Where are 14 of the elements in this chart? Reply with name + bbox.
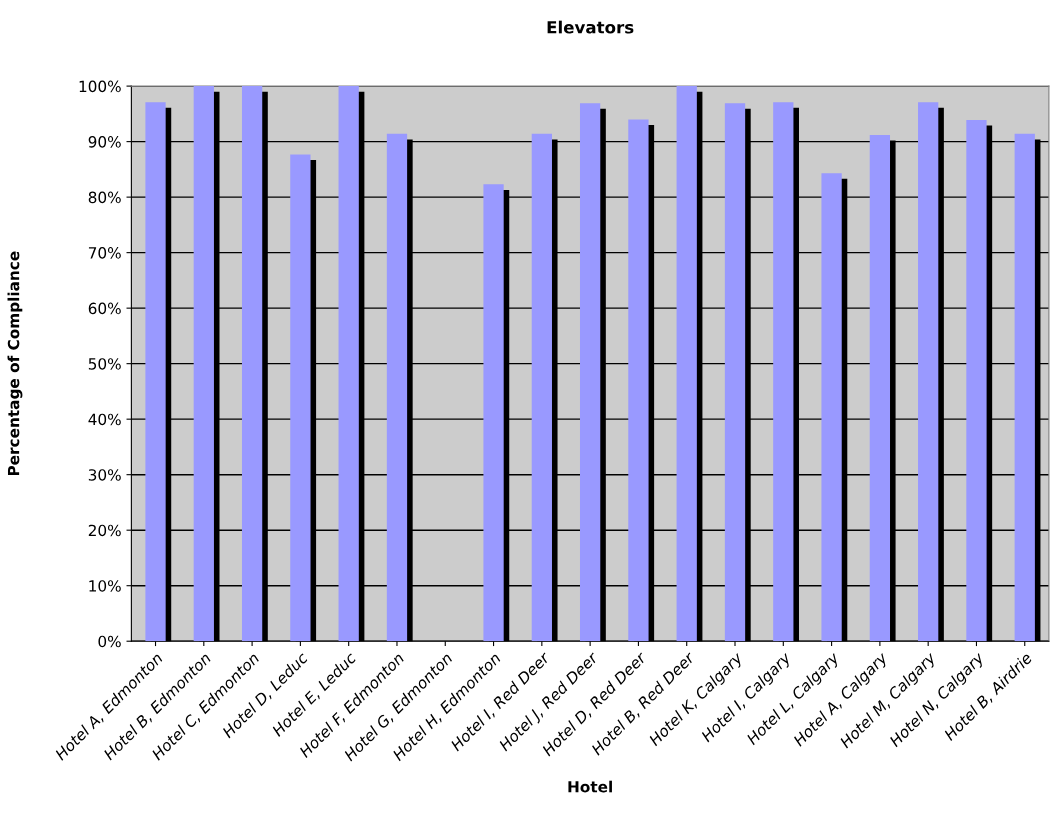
chart-title: Elevators [547, 20, 634, 34]
y-tick-label: 70% [88, 247, 121, 259]
y-tick-label: 100% [79, 80, 121, 93]
y-tick-label: 10% [89, 580, 121, 592]
y-tick-label: 60% [88, 302, 121, 315]
y-tick-label: 40% [88, 413, 121, 426]
x-axis-title: Hotel [568, 780, 612, 793]
y-tick-label: 90% [88, 136, 121, 148]
y-tick-label: 0% [98, 635, 121, 648]
y-axis-title: Percentage of Compliance [7, 251, 23, 476]
y-tick-label: 30% [88, 469, 121, 481]
y-tick-label: 80% [88, 191, 121, 204]
y-tick-label: 50% [88, 358, 121, 370]
y-tick-label: 20% [88, 524, 121, 537]
